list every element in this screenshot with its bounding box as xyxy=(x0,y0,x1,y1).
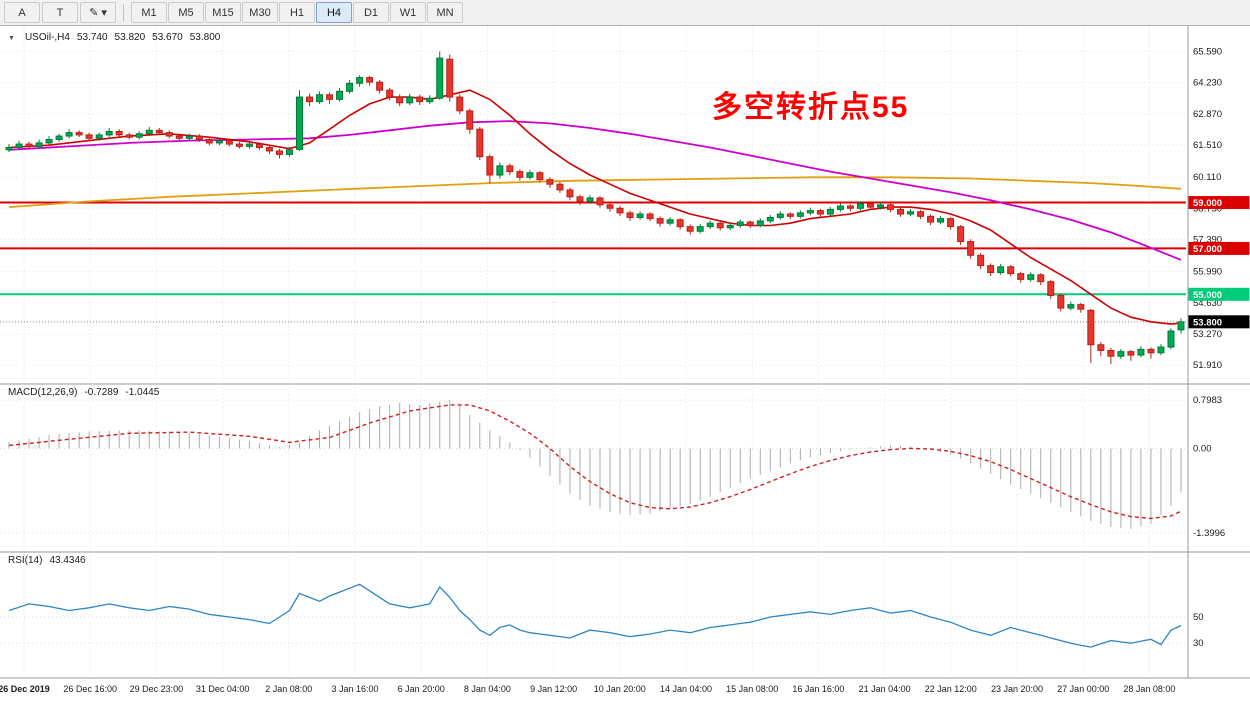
vertical-gridlines xyxy=(23,26,1150,678)
rsi-line xyxy=(8,583,1182,648)
time-axis-label: 22 Jan 12:00 xyxy=(925,684,977,694)
svg-text:59.000: 59.000 xyxy=(1193,198,1222,209)
price-tick-label: 51.910 xyxy=(1193,360,1222,371)
timeframe-button-d1[interactable]: D1 xyxy=(353,2,389,23)
price-tick-label: 64.230 xyxy=(1193,78,1222,89)
rsi-tick-label: 30 xyxy=(1193,638,1204,649)
rsi-header: RSI(14) 43.4346 xyxy=(8,555,86,566)
indicator-gridlines xyxy=(0,399,1186,644)
svg-text:57.000: 57.000 xyxy=(1193,244,1222,255)
ohlc-high: 53.820 xyxy=(114,32,146,43)
ohlc-open: 53.740 xyxy=(76,32,108,43)
price-tag-57.000: 57.000 xyxy=(1188,241,1250,255)
text-tool-button[interactable]: T xyxy=(42,2,78,23)
timeframe-button-mn[interactable]: MN xyxy=(427,2,463,23)
macd-signal xyxy=(8,404,1182,520)
chart-text-annotation[interactable]: 多空转折点55 xyxy=(712,91,910,124)
ohlc-low: 53.670 xyxy=(152,32,183,43)
macd-tick-label: 0.7983 xyxy=(1193,395,1222,406)
macd-main-value: -0.7289 xyxy=(84,387,119,398)
toolbar-separator xyxy=(123,3,124,22)
macd-header: MACD(12,26,9) -0.7289 -1.0445 xyxy=(8,387,159,398)
svg-text:53.800: 53.800 xyxy=(1193,317,1222,328)
macd-signal-line xyxy=(8,404,1182,520)
rsi-indicator-name: RSI(14) xyxy=(8,555,43,566)
symbol-title: USOil-,H4 xyxy=(24,32,70,43)
current-price-tag: 53.800 xyxy=(1188,315,1250,329)
macd-signal-value: -1.0445 xyxy=(125,387,160,398)
time-axis-label: 9 Jan 12:00 xyxy=(530,684,577,694)
svg-text:55.000: 55.000 xyxy=(1193,290,1222,301)
timeframe-button-m30[interactable]: M30 xyxy=(242,2,278,23)
rsi-indicator-line xyxy=(8,583,1182,648)
macd-tick-label: -1.3996 xyxy=(1193,528,1225,539)
macd-tick-label: 0.00 xyxy=(1193,443,1212,454)
ma-slow-orange-line xyxy=(8,176,1182,208)
time-axis-label: 28 Jan 08:00 xyxy=(1123,684,1175,694)
rsi-tick-label: 50 xyxy=(1193,612,1204,623)
price-scale[interactable]: 65.59064.23062.87061.51060.11058.75057.3… xyxy=(1193,46,1225,649)
moving-averages xyxy=(8,89,1182,325)
price-tag-59.000: 59.000 xyxy=(1188,196,1250,210)
time-axis-label: 10 Jan 20:00 xyxy=(594,684,646,694)
timeframe-button-h1[interactable]: H1 xyxy=(279,2,315,23)
price-tick-label: 65.590 xyxy=(1193,46,1222,57)
ohlc-close: 53.800 xyxy=(189,32,221,43)
price-tick-label: 54.630 xyxy=(1193,298,1222,309)
candles xyxy=(5,51,1185,365)
time-axis-label: 31 Dec 04:00 xyxy=(196,684,250,694)
symbol-header: ▼ USOil-,H4 53.740 53.820 53.670 53.800 xyxy=(8,32,220,43)
price-tick-label: 60.110 xyxy=(1193,172,1221,183)
time-axis-label: 23 Jan 20:00 xyxy=(991,684,1043,694)
macd-histogram xyxy=(8,400,1182,529)
timeframe-button-m15[interactable]: M15 xyxy=(205,2,241,23)
time-axis-label: 6 Jan 20:00 xyxy=(398,684,445,694)
time-axis-label: 26 Dec 2019 xyxy=(0,684,50,694)
time-axis-label: 29 Dec 23:00 xyxy=(130,684,184,694)
rsi-value: 43.4346 xyxy=(49,555,86,566)
timeframe-button-w1[interactable]: W1 xyxy=(390,2,426,23)
time-axis-label: 16 Jan 16:00 xyxy=(792,684,844,694)
price-gridlines xyxy=(0,50,1186,366)
chart-canvas[interactable]: 65.59064.23062.87061.51060.11058.75057.3… xyxy=(0,26,1250,698)
price-tick-label: 57.390 xyxy=(1193,234,1222,245)
ma-mid-magenta-line xyxy=(8,120,1182,261)
time-axis-label: 3 Jan 16:00 xyxy=(331,684,378,694)
price-tick-label: 61.510 xyxy=(1193,140,1222,151)
price-tick-label: 55.990 xyxy=(1193,267,1222,278)
timeframe-buttons-group: M1 M5 M15 M30 H1 H4 D1 W1 MN xyxy=(131,2,463,23)
tool-buttons-group: A T ✎ ▾ xyxy=(4,2,116,23)
cursor-tool-button[interactable]: A xyxy=(4,2,40,23)
time-axis-label: 8 Jan 04:00 xyxy=(464,684,511,694)
price-scale-background xyxy=(1188,26,1250,698)
price-tick-label: 62.870 xyxy=(1193,109,1222,120)
time-axis-label: 15 Jan 08:00 xyxy=(726,684,778,694)
time-axis-label: 26 Dec 16:00 xyxy=(63,684,117,694)
ma-fast-red-line xyxy=(8,89,1182,325)
timeframe-button-m5[interactable]: M5 xyxy=(168,2,204,23)
chart-window[interactable]: 65.59064.23062.87061.51060.11058.75057.3… xyxy=(0,26,1250,698)
price-tag-55.000: 55.000 xyxy=(1188,287,1250,301)
panel-separators xyxy=(0,26,1250,679)
time-axis-label: 21 Jan 04:00 xyxy=(859,684,911,694)
price-tick-label: 53.270 xyxy=(1193,329,1222,340)
timeframe-button-h4[interactable]: H4 xyxy=(316,2,352,23)
time-axis-label: 14 Jan 04:00 xyxy=(660,684,712,694)
time-axis-label: 27 Jan 00:00 xyxy=(1057,684,1109,694)
timeframe-button-m1[interactable]: M1 xyxy=(131,2,167,23)
macd-indicator-name: MACD(12,26,9) xyxy=(8,387,78,398)
crayon-tool-button[interactable]: ✎ ▾ xyxy=(80,2,116,23)
collapse-indicators-button[interactable]: ▼ xyxy=(8,35,15,42)
time-axis-label: 2 Jan 08:00 xyxy=(265,684,312,694)
time-axis[interactable]: 26 Dec 2019 26 Dec 16:00 29 Dec 23:00 31 De… xyxy=(0,684,1175,694)
top-toolbar: A T ✎ ▾ M1 M5 M15 M30 H1 H4 D1 W1 MN xyxy=(0,0,1250,26)
